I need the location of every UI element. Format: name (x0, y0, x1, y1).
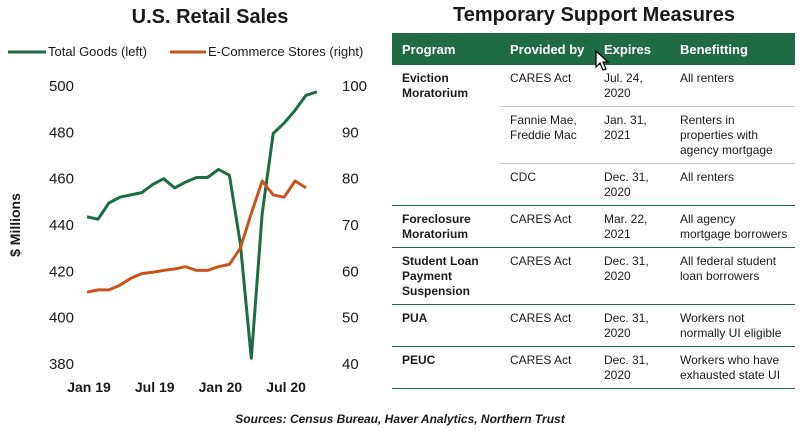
total-goods-line (86, 90, 318, 360)
arrow-cursor-icon (595, 50, 610, 71)
expires-cell: Dec. 31, 2020 (594, 163, 670, 206)
header-provided-by: Provided by (500, 33, 594, 65)
left-tick-label: 440 (49, 217, 74, 234)
table-title: Temporary Support Measures (453, 4, 735, 26)
benefitting-cell: Workers not normally UI eligible (670, 304, 795, 347)
y-axis-label: $ Millions (7, 193, 23, 257)
legend-label: E-Commerce Stores (right) (208, 44, 363, 59)
sources-note: Sources: Census Bureau, Haver Analytics,… (235, 412, 565, 426)
program-cell: PEUC (392, 346, 500, 389)
left-tick-label: 400 (49, 310, 74, 327)
x-tick-label: Jul 20 (266, 379, 306, 395)
right-tick-label: 100 (342, 78, 367, 95)
table-row: Foreclosure Moratorium CARES Act Mar. 22… (392, 205, 795, 248)
table-row: CDC Dec. 31, 2020 All renters (392, 163, 795, 206)
program-cell: PUA (392, 304, 500, 347)
header-program: Program (392, 33, 500, 65)
expires-cell: Mar. 22, 2021 (594, 205, 670, 248)
left-tick-label: 500 (49, 78, 74, 95)
table-row: Eviction Moratorium CARES Act Jul. 24, 2… (392, 65, 795, 206)
e-commerce-line (86, 179, 307, 294)
left-tick-label: 420 (49, 263, 74, 280)
expires-cell: Dec. 31, 2020 (594, 346, 670, 389)
header-benefitting: Benefitting (670, 33, 795, 65)
right-tick-label: 40 (342, 356, 359, 373)
right-tick-label: 70 (342, 217, 359, 234)
x-tick-label: Jan 19 (67, 379, 111, 395)
expires-cell: Dec. 31, 2020 (594, 247, 670, 305)
header-expires: Expires (594, 33, 670, 65)
provider-cell: Fannie Mae, Freddie Mac (500, 106, 594, 164)
table-row: Fannie Mae, Freddie Mac Jan. 31, 2021 Re… (392, 106, 795, 164)
benefitting-cell: Workers who have exhausted state UI (670, 346, 795, 389)
table-row: Student Loan Payment Suspension CARES Ac… (392, 247, 795, 305)
provider-cell: CARES Act (500, 205, 594, 248)
benefitting-cell: All federal student loan borrowers (670, 247, 795, 305)
program-cell: Foreclosure Moratorium (392, 205, 500, 248)
program-cell: Eviction Moratorium (392, 65, 500, 206)
provider-cell: CARES Act (500, 304, 594, 347)
left-tick-label: 460 (49, 171, 74, 188)
right-tick-label: 50 (342, 310, 359, 327)
right-tick-label: 60 (342, 263, 359, 280)
x-tick-label: Jan 20 (199, 379, 243, 395)
x-tick-label: Jul 19 (135, 379, 175, 395)
provider-cell: CARES Act (500, 346, 594, 389)
expires-cell: Jan. 31, 2021 (594, 106, 670, 164)
benefitting-cell: All renters (680, 71, 735, 85)
provider-cell: CARES Act (500, 247, 594, 305)
right-tick-label: 80 (342, 171, 359, 188)
left-tick-label: 380 (49, 356, 74, 373)
table-row: PUA CARES Act Dec. 31, 2020 Workers not … (392, 304, 795, 347)
support-measures-table: Program Provided by Expires Benefitting … (392, 33, 795, 389)
expires-cell: Dec. 31, 2020 (594, 304, 670, 347)
benefitting-cell: All agency mortgage borrowers (670, 205, 795, 248)
benefitting-cell: All renters (670, 163, 795, 206)
table-header-row: Program Provided by Expires Benefitting (392, 33, 795, 65)
provider-cell: CARES Act (510, 71, 572, 85)
retail-sales-chart: 380 400 420 440 460 480 500 40 50 60 70 80 90 100 $ Mi… (7, 44, 367, 395)
expires-cell: Jul. 24, 2020 (604, 71, 643, 100)
legend-label: Total Goods (left) (48, 44, 147, 59)
right-tick-label: 90 (342, 124, 359, 141)
chart-title: U.S. Retail Sales (131, 6, 289, 28)
provider-cell: CDC (500, 163, 594, 206)
benefitting-cell: Renters in properties with agency mortga… (670, 106, 795, 164)
left-tick-label: 480 (49, 124, 74, 141)
program-cell: Student Loan Payment Suspension (392, 247, 500, 305)
table-row: PEUC CARES Act Dec. 31, 2020 Workers who… (392, 346, 795, 389)
